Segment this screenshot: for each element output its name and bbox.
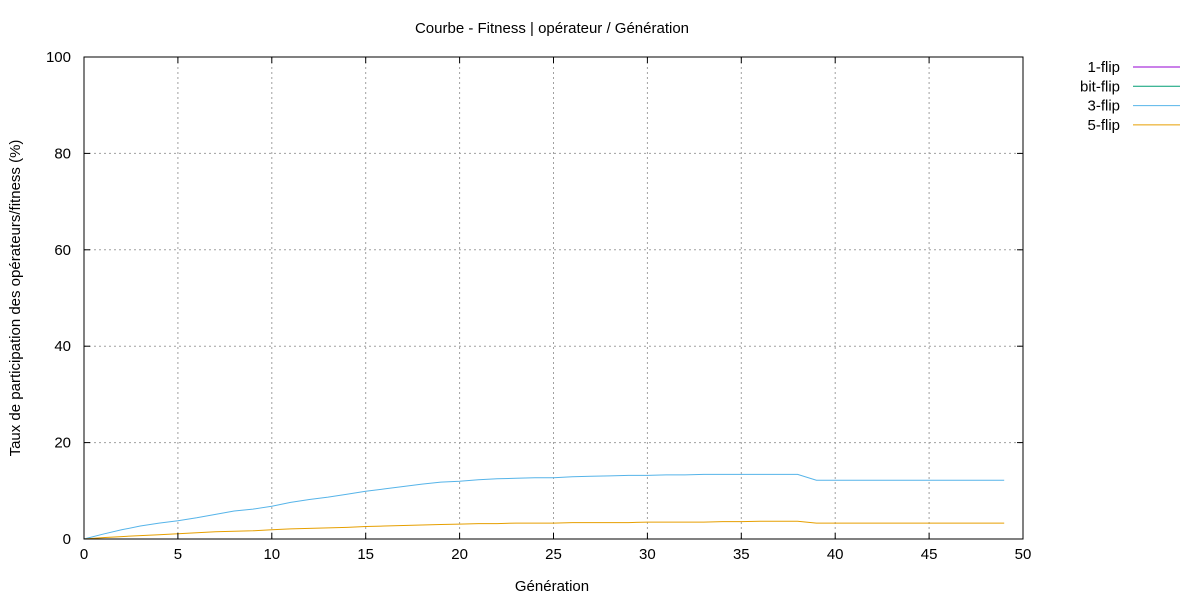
y-tick-label: 20 [54,435,71,452]
x-tick-label: 0 [80,546,88,563]
axis-ticks: 0 5 10 15 20 25 30 35 40 45 50 0 20 40 60 80 100 [46,49,1031,563]
legend: 1-flip bit-flip 3-flip 5-flip [1080,59,1180,134]
chart-title: Courbe - Fitness | opérateur / Génératio… [415,20,689,37]
x-tick-label: 35 [733,546,750,563]
series-lines [83,473,1005,540]
y-tick-label: 40 [54,338,71,355]
legend-label: 1-flip [1087,59,1120,76]
x-tick-label: 50 [1015,546,1032,563]
legend-label: bit-flip [1080,78,1120,95]
y-tick-label: 100 [46,49,71,66]
series-line-5-flip [83,520,1005,540]
x-tick-label: 30 [639,546,656,563]
x-tick-label: 5 [174,546,182,563]
y-tick-label: 0 [63,531,71,548]
x-tick-label: 20 [451,546,468,563]
y-axis-label: Taux de participation des opérateurs/fit… [7,140,24,457]
legend-label: 5-flip [1087,117,1120,134]
x-tick-label: 40 [827,546,844,563]
x-tick-label: 15 [357,546,374,563]
x-tick-label: 25 [545,546,562,563]
x-tick-label: 45 [921,546,938,563]
series-line-3-flip [83,473,1005,540]
legend-label: 3-flip [1087,98,1120,115]
x-axis-label: Génération [515,578,589,595]
x-tick-label: 10 [263,546,280,563]
y-tick-label: 60 [54,242,71,259]
y-tick-label: 80 [54,145,71,162]
grid-lines [84,57,1023,539]
